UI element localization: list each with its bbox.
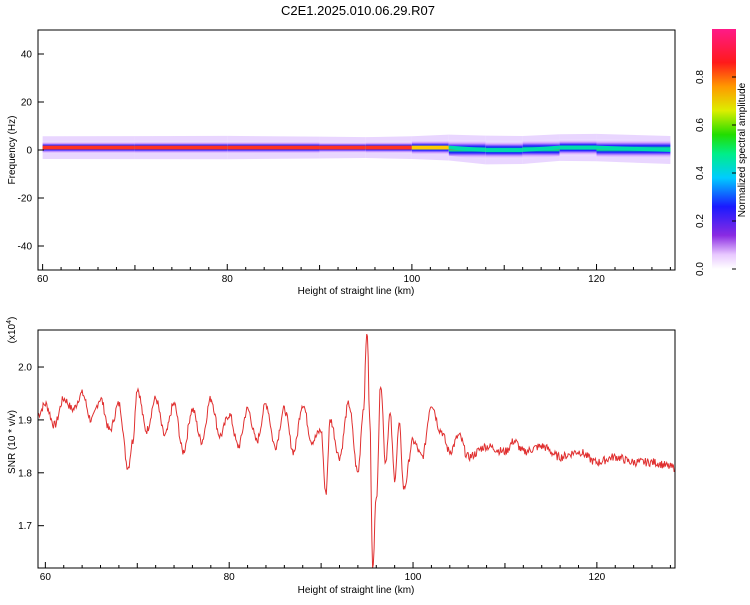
- y-tick-label: 1.7: [18, 521, 32, 532]
- spectrogram-band-segment: [134, 135, 228, 160]
- x-tick-label: 120: [588, 274, 605, 285]
- x-tick-label: 100: [405, 572, 422, 583]
- snr-x-axis-label: Height of straight line (km): [298, 585, 415, 596]
- snr-panel: 60 80 100 120 1.7 1.8 1.9 2.0 Height of straig…: [6, 317, 676, 596]
- x-tick-label: 60: [40, 572, 52, 583]
- colorbar-gradient: [712, 29, 736, 269]
- snr-multiplier-exp: 4: [6, 320, 13, 324]
- snr-multiplier-base: (x10: [7, 323, 18, 343]
- snr-y-axis-label: SNR (10 * v/v): [7, 410, 18, 474]
- colorbar-tick-label: 0.0: [695, 262, 706, 276]
- y-tick-label: -40: [18, 242, 33, 253]
- spectrogram-band-segment: [448, 134, 486, 165]
- spectrogram-y-axis-label: Frequency (Hz): [7, 116, 18, 185]
- spectrogram-band-segment: [365, 136, 412, 159]
- y-tick-label: 2.0: [18, 363, 32, 374]
- chart-title: C2E1.2025.010.06.29.R07: [281, 3, 435, 18]
- colorbar: 0.0 0.2 0.4 0.6 0.8 Normalized spectral ampl…: [695, 29, 748, 276]
- y-tick-label: 0: [26, 146, 32, 157]
- y-tick-label: 20: [21, 98, 33, 109]
- colorbar-label: Normalized spectral amplitude: [737, 82, 748, 217]
- spectrogram-band-segment: [522, 134, 560, 165]
- snr-multiplier: (x104): [6, 317, 18, 344]
- snr-x-ticks: 60 80 100 120: [40, 562, 671, 583]
- spectrogram-x-axis-label: Height of straight line (km): [298, 286, 415, 297]
- spectrogram-band-segment: [411, 134, 449, 161]
- x-tick-label: 80: [222, 274, 234, 285]
- svg-text:(x104): (x104): [6, 317, 18, 344]
- spectrogram-band: [42, 133, 671, 165]
- colorbar-tick-label: 0.6: [695, 118, 706, 132]
- spectrogram-band-segment: [42, 136, 135, 160]
- spectrogram-band-segment: [485, 135, 523, 165]
- x-tick-label: 120: [589, 572, 606, 583]
- x-tick-label: 100: [404, 274, 421, 285]
- spectrogram-band-segment: [319, 136, 366, 159]
- snr-frame: [37, 329, 676, 569]
- snr-series-line: [37, 333, 675, 569]
- y-tick-label: -20: [18, 194, 33, 205]
- y-tick-label: 1.9: [18, 415, 32, 426]
- spectrogram-band-segment: [596, 133, 671, 165]
- colorbar-tick-label: 0.4: [695, 166, 706, 180]
- colorbar-tick-label: 0.2: [695, 214, 706, 228]
- colorbar-tick-label: 0.8: [695, 70, 706, 84]
- spectrogram-panel: 60 80 100 120 -40 -20 0 20 40 Height of straigh…: [7, 29, 676, 297]
- spectrogram-x-ticks: 60 80 100 120: [37, 264, 671, 285]
- x-tick-label: 80: [224, 572, 236, 583]
- spectrogram-y-ticks: -40 -20 0 20 40: [18, 50, 44, 253]
- spectrogram-band-segment: [559, 133, 597, 162]
- snr-multiplier-close: ): [7, 317, 18, 320]
- snr-y-ticks: 1.7 1.8 1.9 2.0: [18, 363, 44, 532]
- y-tick-label: 40: [21, 50, 33, 61]
- spectrogram-band-segment: [227, 135, 320, 160]
- colorbar-ticks: 0.0 0.2 0.4 0.6 0.8: [695, 70, 736, 276]
- y-tick-label: 1.8: [18, 468, 32, 479]
- x-tick-label: 60: [37, 274, 49, 285]
